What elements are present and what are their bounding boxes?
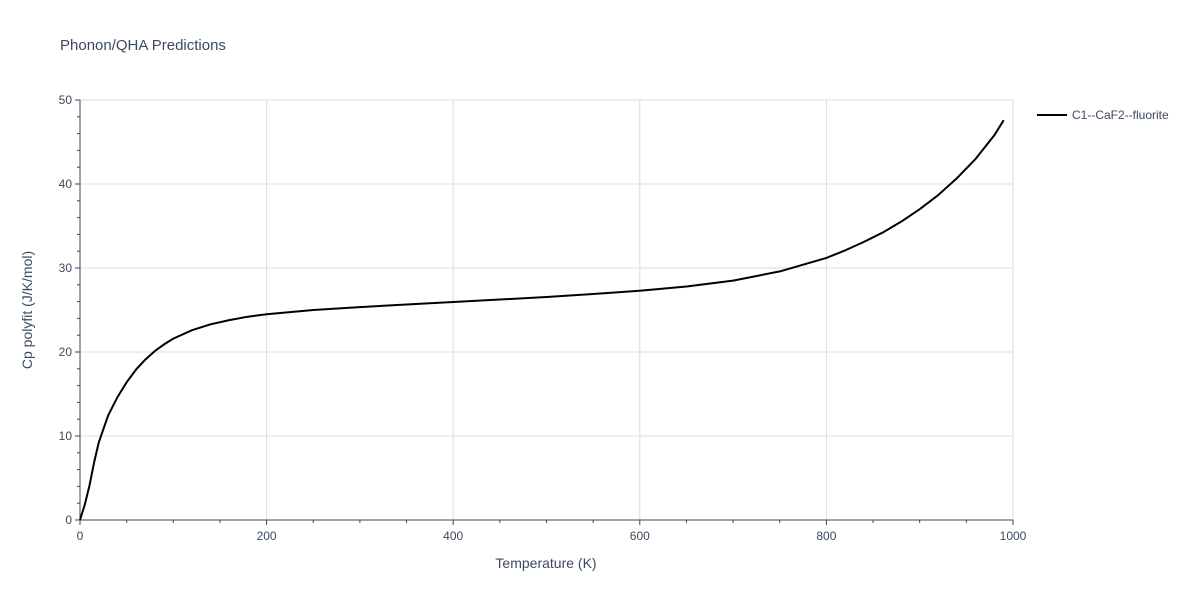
series-line[interactable]: [79, 119, 1005, 521]
legend[interactable]: C1--CaF2--fluorite: [1037, 108, 1169, 122]
x-axis-title: Temperature (K): [495, 555, 596, 571]
x-tick-label: 1000: [1000, 529, 1027, 543]
x-tick-label: 600: [630, 529, 650, 543]
chart-title: Phonon/QHA Predictions: [60, 37, 226, 54]
y-tick-label: 30: [59, 261, 73, 275]
grid: [80, 99, 1014, 520]
axes: 0 200 400 600 800 1000 0 10 20 30 40 50: [59, 93, 1027, 543]
legend-label[interactable]: C1--CaF2--fluorite: [1072, 108, 1169, 122]
series-layer: [79, 119, 1005, 521]
x-tick-label: 0: [77, 529, 84, 543]
y-tick-label: 20: [59, 345, 73, 359]
x-tick-label: 400: [443, 529, 463, 543]
x-tick-label: 800: [816, 529, 836, 543]
y-tick-label: 10: [59, 429, 73, 443]
y-tick-label: 0: [65, 513, 72, 527]
y-tick-label: 40: [59, 177, 73, 191]
y-tick-label: 50: [59, 93, 73, 107]
y-axis-title: Cp polyfit (J/K/mol): [19, 251, 35, 369]
x-tick-label: 200: [257, 529, 277, 543]
